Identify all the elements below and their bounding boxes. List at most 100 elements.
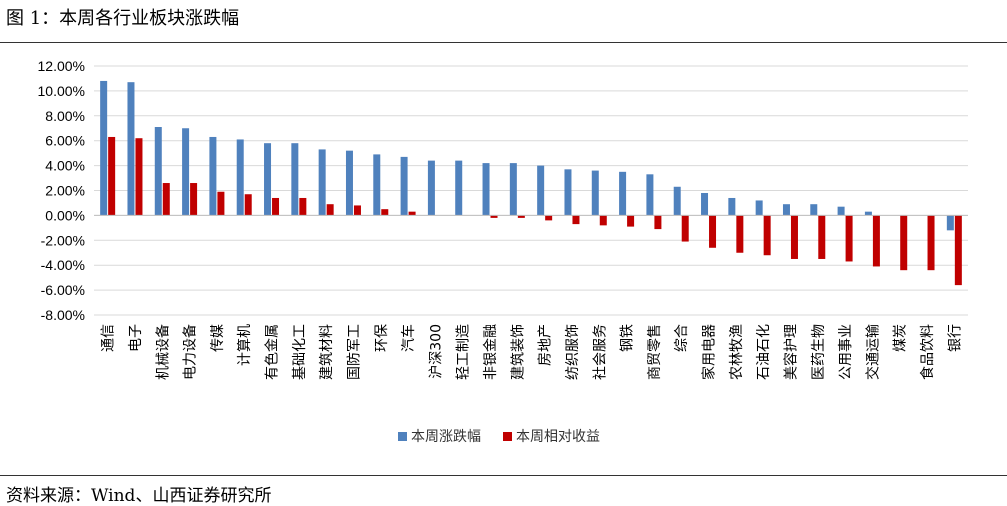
bar-weekly-change: [509, 163, 517, 216]
category-label: 通信: [101, 324, 117, 352]
bar-weekly-change: [400, 156, 408, 216]
y-tick-label: 2.00%: [45, 183, 85, 199]
bar-weekly-change: [782, 204, 790, 216]
bar-relative-return: [517, 215, 525, 218]
bar-weekly-change: [591, 170, 599, 216]
bar-weekly-change: [482, 163, 490, 216]
category-label: 石油石化: [756, 324, 772, 380]
bar-relative-return: [217, 191, 225, 216]
bar-relative-return: [108, 136, 116, 216]
category-label: 环保: [374, 324, 390, 352]
category-label: 国防军工: [346, 324, 362, 380]
category-label: 美容护理: [782, 324, 799, 380]
bar-weekly-change: [755, 200, 763, 216]
bar-relative-return: [763, 215, 771, 256]
bar-relative-return: [709, 215, 717, 248]
bottom-rule: [0, 475, 1007, 476]
legend-label: 本周涨跌幅: [411, 429, 481, 445]
bar-relative-return: [599, 215, 607, 226]
bar-weekly-change: [864, 211, 872, 216]
bar-relative-return: [572, 215, 580, 225]
category-label: 沪深300: [428, 324, 444, 379]
bar-relative-return: [818, 215, 826, 259]
y-tick-label: 10.00%: [38, 83, 85, 99]
bar-weekly-change: [345, 150, 353, 216]
legend-label: 本周相对收益: [516, 429, 600, 445]
bar-chart: 12.00% 10.00% 8.00% 6.00% 4.00% 2.00% 0.00% -2.…: [38, 58, 968, 445]
bar-weekly-change: [182, 128, 190, 216]
bars: [94, 80, 968, 286]
category-label: 建筑材料: [319, 324, 335, 380]
y-axis-tick-labels: 12.00% 10.00% 8.00% 6.00% 4.00% 2.00% 0.00% -2.…: [38, 58, 85, 323]
category-label: 电力设备: [182, 324, 199, 380]
bar-weekly-change: [455, 160, 463, 216]
bar-relative-return: [545, 215, 553, 221]
category-label: 社会服务: [592, 324, 608, 380]
category-label: 食品饮料: [919, 324, 936, 380]
category-label: 医药生物: [811, 324, 827, 380]
bar-weekly-change: [537, 165, 545, 216]
bar-weekly-change: [154, 127, 162, 216]
bar-relative-return: [900, 215, 908, 271]
bar-weekly-change: [701, 192, 709, 216]
category-label: 煤炭: [893, 324, 909, 352]
bar-weekly-change: [946, 215, 954, 231]
bar-weekly-change: [236, 139, 244, 216]
bar-weekly-change: [837, 206, 845, 216]
bar-relative-return: [681, 215, 689, 242]
y-tick-label: 4.00%: [45, 158, 85, 174]
category-label: 建筑装饰: [510, 324, 526, 380]
bar-relative-return: [381, 209, 389, 216]
bar-weekly-change: [673, 186, 681, 216]
category-label: 银行: [947, 324, 963, 352]
y-tick-label: -8.00%: [41, 307, 85, 323]
y-tick-label: 0.00%: [45, 207, 85, 223]
bar-relative-return: [654, 215, 662, 230]
category-label: 有色金属: [264, 324, 281, 380]
bar-relative-return: [299, 197, 307, 216]
y-tick-label: 6.00%: [45, 133, 85, 149]
bar-relative-return: [190, 183, 198, 216]
category-label: 汽车: [400, 324, 417, 352]
bar-weekly-change: [619, 171, 627, 216]
bar-weekly-change: [209, 136, 217, 216]
category-label: 电子: [128, 324, 144, 352]
category-label: 家用电器: [701, 324, 718, 380]
bar-relative-return: [490, 215, 498, 218]
bar-relative-return: [272, 197, 280, 216]
category-label: 商贸零售: [647, 324, 663, 380]
y-tick-label: 8.00%: [45, 108, 85, 124]
bar-weekly-change: [728, 197, 736, 216]
legend-swatch: [503, 432, 512, 441]
category-label: 钢铁: [620, 324, 636, 352]
category-labels: 通信 电子 机械设备 电力设备 传媒 计算机 有色金属 基础化工 建筑材料 国防军工 环保 汽车 沪深3…: [101, 324, 964, 380]
bar-weekly-change: [127, 82, 135, 216]
y-tick-label: -6.00%: [41, 282, 85, 298]
bar-weekly-change: [373, 154, 381, 216]
gridlines: [94, 65, 968, 316]
bar-relative-return: [845, 215, 853, 262]
category-label: 轻工制造: [456, 324, 472, 380]
bar-relative-return: [927, 215, 935, 271]
bar-weekly-change: [810, 204, 818, 216]
bar-relative-return: [244, 194, 252, 216]
category-label: 传媒: [210, 324, 226, 352]
category-label: 计算机: [237, 324, 253, 366]
bar-weekly-change: [564, 169, 572, 216]
bar-weekly-change: [264, 143, 272, 216]
bar-relative-return: [872, 215, 880, 267]
bar-relative-return: [162, 183, 170, 216]
bar-relative-return: [135, 138, 143, 216]
bar-relative-return: [408, 211, 416, 216]
bar-weekly-change: [646, 174, 654, 216]
category-label: 公用事业: [838, 324, 854, 380]
category-label: 基础化工: [291, 324, 308, 380]
y-tick-label: -2.00%: [41, 232, 85, 248]
bar-relative-return: [954, 215, 962, 286]
category-label: 纺织服饰: [565, 324, 581, 380]
y-tick-label: 12.00%: [38, 58, 85, 74]
category-label: 机械设备: [154, 324, 171, 380]
bar-relative-return: [326, 204, 334, 216]
category-label: 综合: [674, 324, 690, 352]
category-label: 交通运输: [864, 324, 881, 380]
